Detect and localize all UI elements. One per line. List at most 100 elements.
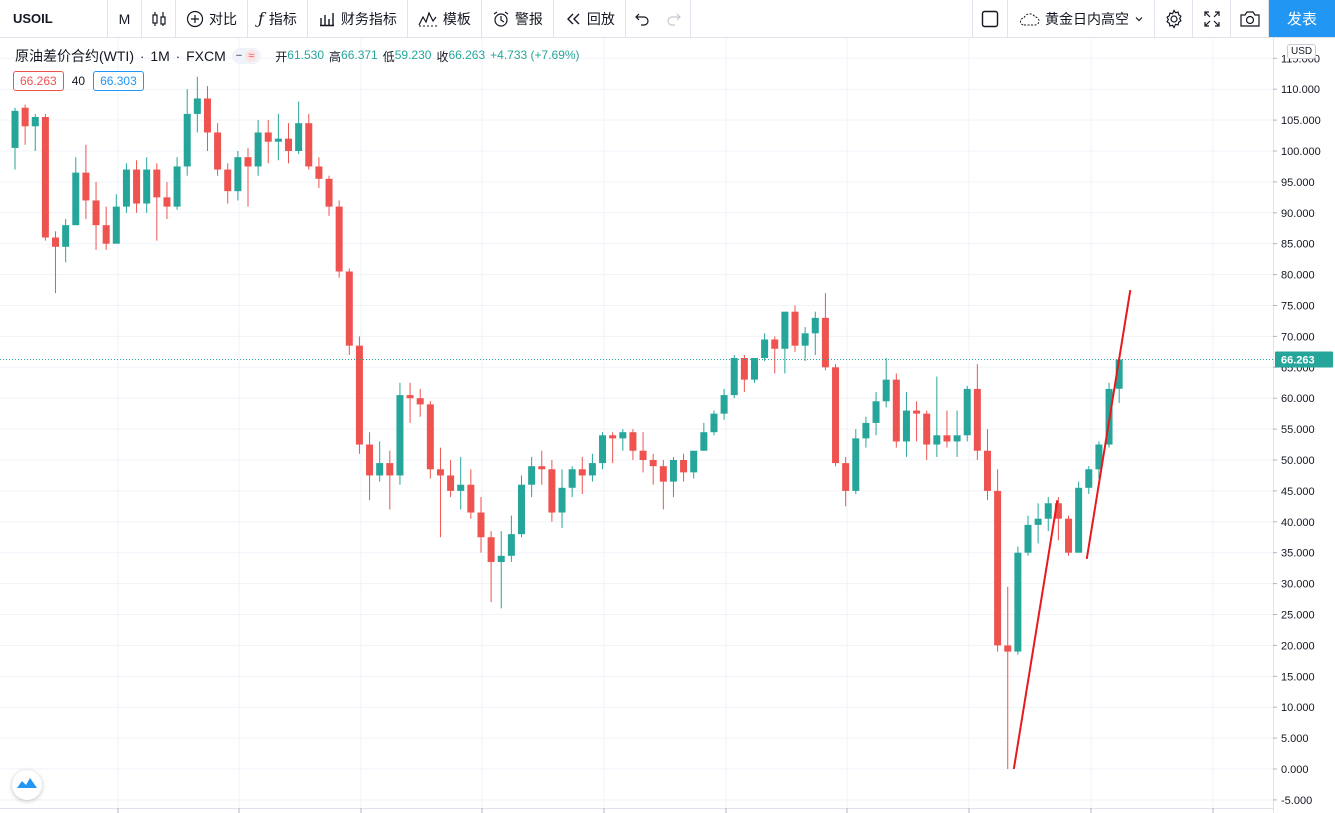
candle [112, 194, 120, 244]
publish-label: 发表 [1286, 11, 1317, 28]
candle [315, 157, 323, 189]
candle-body [700, 432, 708, 451]
candle [234, 151, 242, 201]
chart-style-button[interactable] [142, 0, 176, 37]
candle-body [406, 395, 414, 399]
financials-label: 财务指标 [340, 10, 397, 27]
top-toolbar: USOIL M 对比 ƒ 指标 财务指标 模板 警报 [0, 0, 1335, 38]
fullscreen-button[interactable] [1193, 0, 1231, 37]
price-axis-background [1273, 38, 1335, 813]
redo-button[interactable] [658, 0, 691, 37]
candle-body [254, 132, 262, 167]
trendline-drawings [1012, 289, 1132, 770]
fullscreen-layout-button[interactable] [972, 0, 1008, 37]
candle-body [659, 466, 667, 482]
candle [811, 311, 819, 355]
high-label: 高 [329, 49, 342, 64]
candle-body [416, 398, 424, 405]
candle [274, 113, 282, 161]
candle [82, 144, 90, 219]
templates-button[interactable]: 模板 [408, 0, 482, 37]
legend-exchange: FXCM [186, 48, 226, 64]
chart-legend: 原油差价合约(WTI) · 1M · FXCM − ≈ 开 61.530 高 66.… [15, 46, 580, 66]
chart-grid [0, 38, 1273, 808]
low-label: 低 [382, 49, 395, 64]
low-value: 59.230 [394, 47, 432, 62]
candle [518, 475, 525, 538]
redo-icon [666, 11, 682, 27]
price-tick-label: 30.000 [1281, 579, 1315, 591]
settings-button[interactable] [1155, 0, 1193, 37]
candle-body [244, 157, 252, 167]
replay-button[interactable]: 回放 [554, 0, 626, 37]
candle-body [173, 166, 181, 207]
price-tick-label: 110.000 [1281, 84, 1320, 96]
candle-body [994, 490, 1002, 646]
candle-body [1044, 503, 1052, 519]
tradingview-logo-button[interactable] [12, 770, 42, 800]
price-chart[interactable]: 115.000110.000105.000100.00095.00090.000… [0, 38, 1335, 813]
candle-body [943, 435, 951, 442]
candle [558, 469, 566, 528]
candle [254, 120, 262, 176]
wave-icon: ≈ [245, 50, 258, 62]
candle [102, 206, 110, 250]
candle [609, 432, 617, 464]
financials-button[interactable]: 财务指标 [308, 0, 408, 37]
compare-button[interactable]: 对比 [176, 0, 248, 37]
candle-body [335, 206, 343, 272]
candle-body [953, 435, 961, 442]
candle [669, 456, 677, 498]
candle-body [750, 358, 758, 380]
snapshot-button[interactable] [1231, 0, 1269, 37]
candle [943, 410, 951, 448]
candle-body [234, 157, 242, 192]
candle-body [386, 463, 394, 476]
candle [761, 333, 769, 362]
candle-body [31, 117, 39, 127]
candle [457, 456, 465, 510]
buy-button[interactable]: 66.303 [93, 71, 144, 91]
candle [1075, 481, 1083, 553]
candle [416, 388, 424, 417]
layout-selector[interactable]: 黄金日内高空 [1008, 0, 1155, 37]
candle [842, 456, 850, 507]
candle-body [21, 107, 29, 127]
candle [821, 293, 829, 371]
alert-button[interactable]: 警报 [482, 0, 554, 37]
candle [923, 410, 931, 460]
candle [740, 354, 748, 393]
candle-body [1095, 444, 1103, 470]
candle [538, 450, 546, 485]
candle [497, 531, 505, 609]
candle-body [933, 435, 941, 445]
candle [436, 447, 444, 538]
indicators-button[interactable]: ƒ 指标 [248, 0, 308, 37]
currency-badge[interactable]: USD [1287, 44, 1317, 59]
candle [599, 432, 607, 470]
candle [882, 358, 890, 408]
template-icon [418, 10, 438, 28]
candle-body [1014, 552, 1022, 652]
quantity-field[interactable]: 40 [71, 74, 86, 88]
undo-button[interactable] [626, 0, 658, 37]
publish-button[interactable]: 发表 [1269, 0, 1335, 37]
price-tick-label: 10.000 [1281, 702, 1315, 714]
logo-icon [16, 776, 38, 795]
price-tick-label: 70.000 [1281, 331, 1315, 343]
interval-button[interactable]: M [108, 0, 142, 37]
close-label: 收 [436, 49, 449, 64]
candle [1115, 358, 1123, 403]
function-icon: ƒ [258, 9, 264, 28]
open-label: 开 [275, 49, 288, 64]
candle-body [305, 123, 313, 167]
candle [1095, 441, 1103, 479]
legend-toggle-pill[interactable]: − ≈ [231, 48, 262, 64]
candle [1014, 546, 1022, 655]
sell-button[interactable]: 66.263 [13, 71, 64, 91]
candle-body [740, 358, 748, 380]
symbol-search-button[interactable]: USOIL [0, 0, 108, 37]
bar-chart-icon [318, 10, 336, 28]
candle [913, 401, 921, 442]
plus-circle-icon [186, 10, 204, 28]
